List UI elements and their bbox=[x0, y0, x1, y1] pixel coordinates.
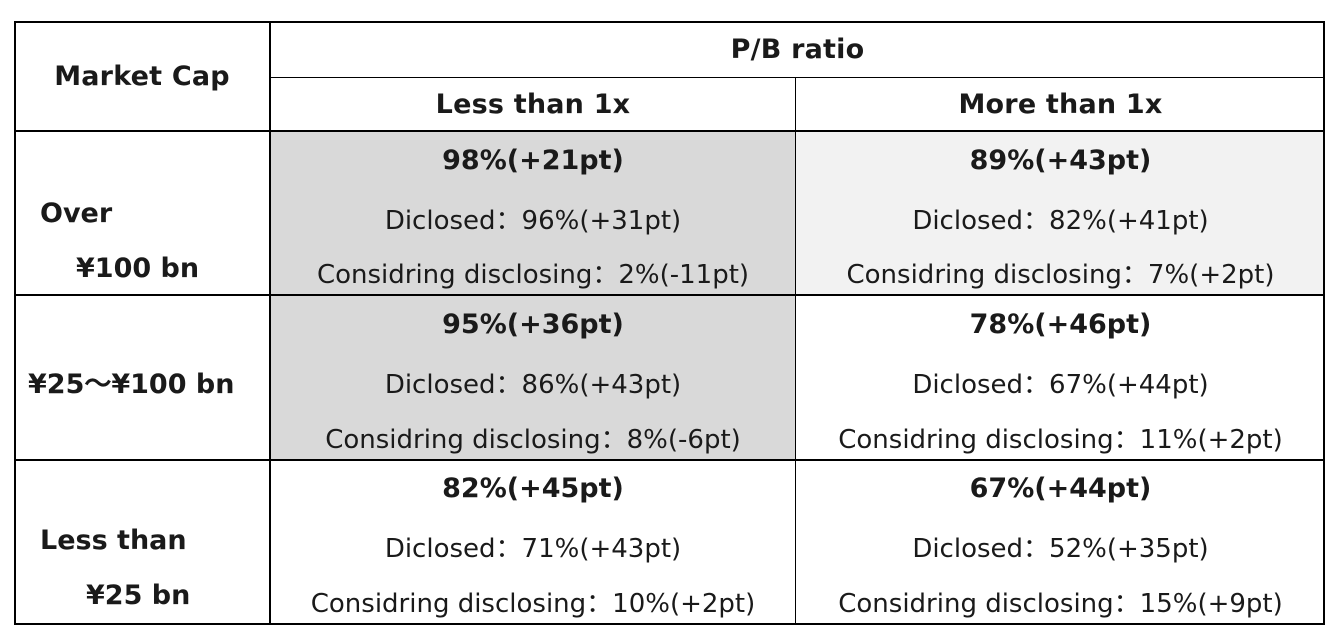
data-cell-r3-c1: 82%(+45pt) Diclosed：71%(+43pt) Considrin… bbox=[270, 460, 796, 625]
data-cell-r2-c2: 78%(+46pt) Diclosed：67%(+44pt) Considrin… bbox=[796, 295, 1325, 460]
column-header-label: Less than 1x bbox=[435, 88, 631, 120]
disclosure-table: Market Cap P/B ratio Less than 1x More t… bbox=[14, 21, 1325, 625]
cell-disclosed: Diclosed：82%(+41pt) bbox=[912, 206, 1209, 236]
data-cell-r1-c1: 98%(+21pt) Diclosed：96%(+31pt) Considrin… bbox=[270, 131, 796, 295]
cell-disclosed: Diclosed：96%(+31pt) bbox=[384, 206, 682, 236]
divider-label-column bbox=[269, 21, 271, 625]
cell-disclosed: Diclosed：71%(+43pt) bbox=[384, 534, 682, 564]
divider-header-bottom bbox=[14, 130, 1325, 132]
cell-considering: Considring disclosing：8%(-6pt) bbox=[325, 425, 741, 455]
divider-pb-header bbox=[270, 77, 1325, 78]
cell-considering: Considring disclosing：7%(+2pt) bbox=[846, 260, 1275, 290]
cell-headline: 95%(+36pt) bbox=[442, 309, 624, 340]
table-border-left bbox=[14, 21, 16, 625]
cell-headline: 82%(+45pt) bbox=[442, 473, 624, 504]
row-label-line2: ¥25 bn bbox=[86, 580, 191, 611]
row-label-line1: Over bbox=[40, 198, 113, 229]
market-cap-header: Market Cap bbox=[14, 21, 270, 131]
table-border-right bbox=[1323, 21, 1325, 625]
divider-row-1 bbox=[14, 294, 1325, 296]
data-cell-r1-c2: 89%(+43pt) Diclosed：82%(+41pt) Considrin… bbox=[796, 131, 1325, 295]
cell-considering: Considring disclosing：2%(-11pt) bbox=[316, 260, 750, 290]
data-cell-r3-c2: 67%(+44pt) Diclosed：52%(+35pt) Considrin… bbox=[796, 460, 1325, 625]
row-label-line1: Less than bbox=[40, 525, 187, 556]
cell-considering: Considring disclosing：11%(+2pt) bbox=[838, 425, 1283, 455]
data-cell-r2-c1: 95%(+36pt) Diclosed：86%(+43pt) Considrin… bbox=[270, 295, 796, 460]
column-header-less-than-1x: Less than 1x bbox=[270, 77, 796, 131]
cell-considering: Considring disclosing：10%(+2pt) bbox=[310, 589, 756, 619]
cell-bg-r2-c1 bbox=[270, 295, 796, 460]
cell-considering: Considring disclosing：15%(+9pt) bbox=[838, 589, 1283, 619]
table-border-bottom bbox=[14, 623, 1325, 625]
cell-bg-r1-c2 bbox=[796, 131, 1325, 295]
cell-disclosed: Diclosed：52%(+35pt) bbox=[912, 534, 1209, 564]
cell-headline: 98%(+21pt) bbox=[442, 145, 624, 176]
pb-ratio-header: P/B ratio bbox=[270, 21, 1325, 77]
row-label-line2: ¥100 bn bbox=[76, 253, 200, 284]
divider-row-2 bbox=[14, 459, 1325, 461]
cell-bg-r1-c1 bbox=[270, 131, 796, 295]
cell-headline: 67%(+44pt) bbox=[969, 473, 1152, 504]
cell-headline: 78%(+46pt) bbox=[969, 309, 1152, 340]
market-cap-header-label: Market Cap bbox=[54, 60, 230, 92]
table-border-top bbox=[14, 21, 1325, 23]
cell-disclosed: Diclosed：67%(+44pt) bbox=[912, 370, 1209, 400]
cell-disclosed: Diclosed：86%(+43pt) bbox=[384, 370, 682, 400]
row-label-less-than-25bn: Less than ¥25 bn bbox=[14, 460, 270, 625]
row-label-25-to-100bn: ¥25～¥100 bn bbox=[14, 295, 270, 460]
cell-headline: 89%(+43pt) bbox=[969, 145, 1152, 176]
divider-column bbox=[795, 77, 796, 625]
row-label-over-100bn: Over ¥100 bn bbox=[14, 131, 270, 295]
column-header-more-than-1x: More than 1x bbox=[796, 77, 1325, 131]
column-header-label: More than 1x bbox=[958, 88, 1163, 120]
row-label-line1: ¥25～¥100 bn bbox=[28, 369, 235, 400]
pb-ratio-header-label: P/B ratio bbox=[730, 33, 865, 65]
